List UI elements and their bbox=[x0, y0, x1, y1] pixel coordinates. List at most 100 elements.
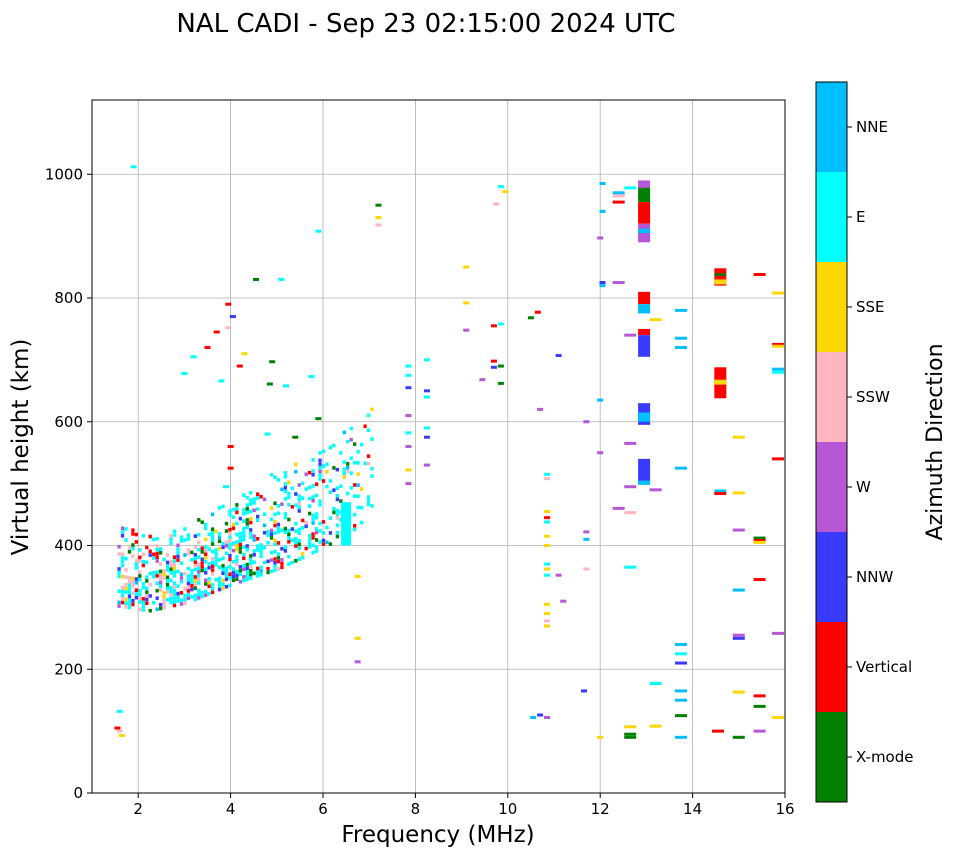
trace-echo bbox=[152, 571, 156, 575]
trace-echo bbox=[307, 533, 312, 538]
trace-echo bbox=[311, 484, 315, 488]
trace-echo bbox=[169, 571, 173, 575]
trace-echo bbox=[169, 533, 173, 538]
trace-echo bbox=[311, 543, 315, 548]
trace-echo bbox=[221, 545, 225, 550]
trace-echo bbox=[335, 523, 340, 528]
trace-echo bbox=[204, 582, 208, 586]
trace-echo bbox=[314, 493, 319, 498]
trace-echo bbox=[287, 528, 291, 533]
trace-echo bbox=[193, 567, 197, 572]
trace-echo bbox=[273, 520, 277, 524]
trace-echo bbox=[162, 602, 166, 606]
trace-echo bbox=[335, 497, 340, 502]
trace-echo bbox=[228, 553, 232, 558]
trace-echo bbox=[273, 560, 277, 565]
trace-echo bbox=[134, 566, 139, 570]
trace-echo bbox=[210, 531, 215, 535]
trace-echo bbox=[235, 573, 239, 578]
x-tick-label: 4 bbox=[226, 800, 236, 818]
trace-echo bbox=[304, 472, 308, 477]
trace-echo bbox=[249, 502, 253, 506]
trace-echo bbox=[169, 541, 173, 545]
echo-point bbox=[266, 382, 273, 386]
trace-echo bbox=[131, 576, 135, 581]
trace-echo bbox=[256, 566, 260, 571]
trace-echo bbox=[231, 522, 236, 527]
trace-echo bbox=[224, 570, 229, 574]
echo-point bbox=[213, 330, 220, 334]
trace-echo bbox=[235, 569, 239, 574]
echo-point bbox=[530, 716, 537, 720]
trace-echo bbox=[269, 550, 274, 555]
trace-echo bbox=[262, 512, 267, 516]
trace-echo bbox=[148, 582, 152, 587]
trace-echo bbox=[169, 578, 173, 583]
echo-point bbox=[555, 573, 562, 577]
trace-echo bbox=[120, 559, 125, 564]
trace-echo bbox=[328, 479, 333, 483]
echo-point bbox=[423, 426, 430, 430]
trace-echo bbox=[134, 540, 139, 544]
trace-echo bbox=[145, 601, 149, 605]
trace-echo bbox=[269, 517, 274, 522]
trace-echo bbox=[318, 521, 322, 526]
trace-echo bbox=[235, 503, 239, 507]
trace-echo bbox=[273, 568, 277, 572]
trace-echo bbox=[249, 491, 253, 495]
trace-echo bbox=[131, 598, 135, 603]
trace-echo bbox=[238, 539, 242, 543]
trace-echo bbox=[158, 584, 163, 589]
trace-echo bbox=[252, 497, 256, 501]
trace-echo bbox=[158, 569, 163, 574]
echo-point bbox=[599, 209, 606, 213]
trace-echo bbox=[210, 583, 215, 587]
trace-echo bbox=[245, 577, 249, 582]
trace-echo bbox=[228, 546, 232, 551]
trace-echo bbox=[165, 582, 170, 587]
trace-echo bbox=[269, 528, 274, 533]
trace-echo bbox=[242, 534, 246, 538]
echo-point bbox=[772, 716, 785, 720]
trace-echo bbox=[138, 555, 142, 560]
trace-echo bbox=[321, 531, 326, 535]
echo-point bbox=[283, 384, 290, 388]
trace-echo bbox=[294, 544, 298, 548]
trace-echo bbox=[242, 575, 246, 579]
trace-echo bbox=[214, 548, 218, 552]
trace-echo bbox=[162, 572, 166, 577]
trace-echo bbox=[249, 557, 253, 562]
trace-echo bbox=[176, 599, 180, 603]
trace-echo bbox=[172, 570, 177, 574]
echo-point bbox=[544, 562, 551, 566]
trace-echo bbox=[266, 566, 270, 571]
trace-echo bbox=[356, 505, 360, 510]
trace-echo bbox=[193, 578, 197, 583]
trace-echo bbox=[332, 510, 336, 515]
trace-echo bbox=[252, 549, 256, 553]
trace-echo bbox=[294, 540, 298, 545]
trace-echo bbox=[311, 536, 315, 540]
trace-echo bbox=[210, 557, 215, 561]
colorbar-segment bbox=[816, 172, 847, 262]
echo-point bbox=[712, 729, 725, 733]
trace-echo bbox=[297, 498, 301, 502]
colorbar-category-label: NNE bbox=[856, 118, 888, 136]
trace-echo bbox=[138, 607, 142, 612]
trace-echo bbox=[158, 551, 163, 555]
trace-echo bbox=[290, 538, 294, 542]
trace-echo bbox=[158, 606, 163, 611]
echo-stack bbox=[714, 379, 727, 385]
echo-point bbox=[732, 636, 745, 640]
echo-point bbox=[463, 328, 470, 332]
trace-echo bbox=[262, 523, 267, 528]
trace-echo bbox=[276, 511, 281, 516]
trace-echo bbox=[207, 580, 211, 585]
trace-echo bbox=[290, 560, 294, 565]
trace-echo bbox=[141, 600, 145, 605]
trace-echo bbox=[287, 495, 291, 500]
trace-echo bbox=[193, 552, 197, 557]
trace-echo bbox=[131, 591, 135, 596]
echo-point bbox=[753, 704, 766, 708]
trace-echo bbox=[311, 495, 315, 499]
